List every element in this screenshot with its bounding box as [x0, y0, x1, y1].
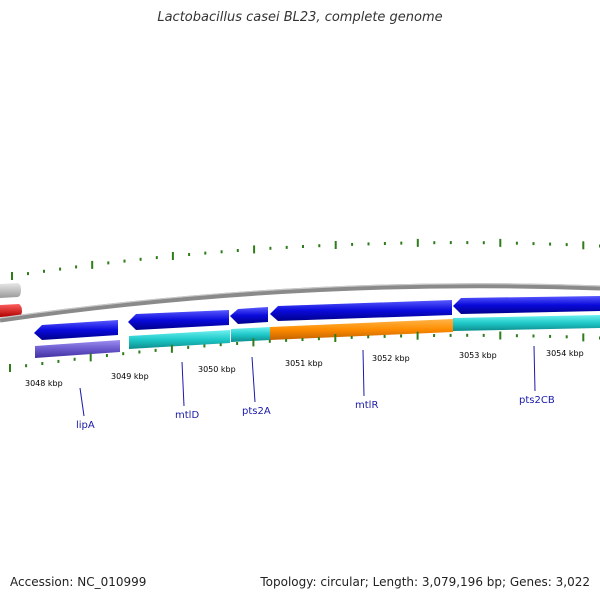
accession-label: Accession: NC_010999 — [10, 575, 147, 589]
scale-label-3049: 3049 kbp — [111, 372, 149, 381]
gene-label-lipA[interactable]: lipA — [76, 420, 95, 431]
gene-label-pts2CB[interactable]: pts2CB — [519, 395, 555, 406]
map-title: Lactobacillus casei BL23, complete genom… — [157, 10, 443, 25]
leader-line-mtlD — [181, 361, 185, 407]
gene-arrow-lipA[interactable] — [34, 320, 118, 340]
genome-backbone — [0, 283, 600, 323]
inner-tick-ring — [9, 331, 600, 372]
leader-line-lipA — [79, 387, 85, 417]
gene-arrow-mtlD[interactable] — [128, 310, 229, 330]
gene-arrow-pts2CB[interactable] — [453, 296, 600, 314]
category-block-pts2CB[interactable] — [453, 315, 600, 331]
leader-line-pts2A — [251, 356, 256, 403]
partial-feature-red[interactable] — [0, 304, 22, 317]
category-block-mtlR[interactable] — [270, 319, 453, 340]
genome-backbone-highlight — [0, 283, 600, 319]
scale-label-3048: 3048 kbp — [25, 379, 63, 388]
category-block-pts2A[interactable] — [231, 327, 270, 342]
gene-arrow-pts2A[interactable] — [230, 307, 268, 324]
gene-arrow-mtlR[interactable] — [270, 300, 452, 321]
scale-label-3052: 3052 kbp — [372, 354, 410, 363]
scale-label-3051: 3051 kbp — [285, 359, 323, 368]
scale-label-3054: 3054 kbp — [546, 349, 584, 358]
leader-line-mtlR — [362, 349, 365, 397]
outer-tick-ring — [11, 238, 600, 280]
category-block-lipA[interactable] — [35, 340, 120, 358]
scale-label-3050: 3050 kbp — [198, 365, 236, 374]
partial-feature-gray[interactable] — [0, 283, 21, 298]
gene-label-mtlD[interactable]: mtlD — [175, 410, 199, 421]
genome-summary-label: Topology: circular; Length: 3,079,196 bp… — [260, 575, 590, 589]
category-block-mtlD[interactable] — [129, 330, 230, 349]
scale-label-3053: 3053 kbp — [459, 351, 497, 360]
gene-label-pts2A[interactable]: pts2A — [242, 406, 271, 417]
gene-label-mtlR[interactable]: mtlR — [355, 400, 378, 411]
leader-line-pts2CB — [533, 345, 536, 392]
